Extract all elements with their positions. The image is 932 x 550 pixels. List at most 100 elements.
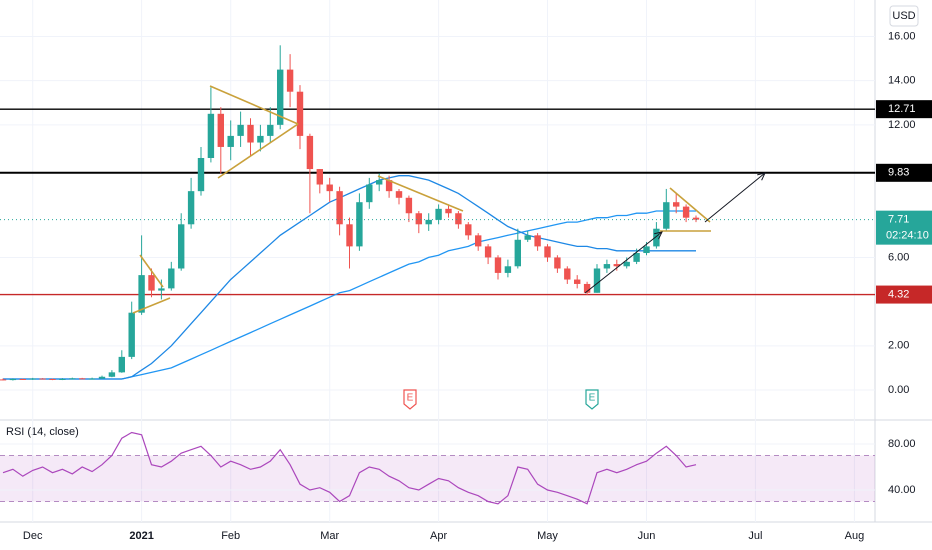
x-tick-label: Feb: [221, 530, 240, 542]
candle-body: [514, 239, 521, 267]
currency: USD: [892, 10, 915, 22]
candle-body: [603, 264, 611, 269]
candle-body: [574, 279, 581, 284]
x-tick-label: Mar: [320, 530, 339, 542]
x-tick-label: Jul: [748, 530, 762, 542]
candle-body: [316, 169, 323, 185]
event-badge: [403, 389, 417, 410]
candle-body: [286, 69, 294, 92]
last-price-box: [876, 210, 932, 245]
trend-drawing: [377, 175, 464, 212]
candle-body: [465, 224, 472, 236]
candle-body: [682, 206, 690, 218]
rsi-line: [2, 431, 697, 505]
level-label-box: [876, 285, 932, 304]
candle-body: [0, 379, 7, 381]
x-tick-label: 2021: [129, 530, 153, 542]
candle-body: [326, 184, 333, 192]
candle-body: [39, 378, 46, 380]
x-tick-label: Dec: [23, 530, 43, 542]
candle-body: [425, 219, 432, 225]
candle-body: [583, 283, 591, 293]
candle-body: [237, 124, 244, 136]
rsi-tick-label: 80.00: [888, 438, 916, 450]
rsi-title: RSI (14, close): [6, 426, 79, 438]
candle-body: [277, 69, 284, 125]
candle-body: [158, 288, 165, 291]
arrow-head: [757, 172, 766, 181]
candle-body: [29, 378, 36, 380]
candle-body: [346, 224, 353, 247]
level-label: 4.32: [888, 288, 909, 300]
candle-body: [59, 378, 66, 380]
candle-body: [49, 378, 56, 380]
arrow-drawing: [584, 231, 663, 294]
candle-body: [267, 124, 274, 136]
level-label-box: [876, 100, 932, 119]
candle-body: [613, 264, 620, 267]
x-tick-label: Apr: [430, 530, 447, 542]
trend-drawing: [139, 254, 164, 288]
moving-average: [3, 175, 696, 380]
arrow-drawing: [704, 172, 766, 223]
candle-body: [653, 228, 660, 247]
candle-body: [643, 246, 650, 254]
candle-body: [187, 191, 195, 225]
candle-body: [108, 372, 116, 377]
x-tick-label: Aug: [845, 530, 865, 542]
level-label: 9.83: [888, 167, 909, 179]
candle-body: [9, 378, 17, 381]
candle-body: [534, 235, 541, 247]
candle-body: [197, 158, 205, 192]
candle-body: [19, 378, 26, 380]
y-tick-label: 14.00: [888, 75, 916, 87]
level-label: 12.71: [888, 103, 916, 115]
candle-body: [88, 378, 96, 380]
candle-body: [455, 213, 462, 225]
candle-body: [356, 202, 363, 247]
rsi-tick-label: 40.00: [888, 484, 916, 496]
last-price-label: 7.71: [888, 214, 909, 226]
candle-body: [633, 253, 640, 262]
y-tick-label: 6.00: [888, 251, 909, 263]
candle-body: [554, 257, 561, 269]
level-label-box: [876, 163, 932, 182]
x-tick-label: Jun: [638, 530, 656, 542]
trend-drawing: [209, 85, 299, 125]
candle-body: [227, 135, 234, 147]
candle-body: [504, 266, 512, 273]
candle-body: [395, 191, 403, 198]
candle-body: [435, 208, 442, 220]
candle-body: [564, 268, 571, 280]
candle-body: [366, 184, 373, 203]
candle-body: [385, 180, 393, 192]
currency-box[interactable]: [889, 5, 919, 27]
event-badge: [585, 389, 599, 410]
event-label: E: [589, 393, 596, 404]
candle-body: [494, 257, 502, 273]
y-tick-label: 2.00: [888, 340, 909, 352]
candle-body: [445, 208, 452, 214]
candle-body: [118, 356, 125, 373]
candle-body: [138, 275, 145, 313]
candle-body: [296, 91, 304, 136]
candle-body: [623, 261, 630, 267]
candle-body: [376, 180, 383, 185]
y-tick-label: 12.00: [888, 119, 916, 131]
candle-body: [336, 191, 343, 225]
candle-body: [207, 113, 215, 159]
countdown-label: 02:24:10: [886, 230, 929, 242]
candle-body: [593, 268, 601, 293]
trend-drawing: [217, 123, 299, 179]
trend-drawing: [132, 297, 171, 314]
candle-body: [673, 202, 680, 207]
candle-body: [79, 378, 86, 380]
y-tick-label: 16.00: [888, 30, 916, 42]
arrow-head: [654, 231, 663, 240]
candle-body: [663, 202, 670, 229]
x-tick-label: May: [537, 530, 558, 542]
candle-body: [98, 376, 106, 379]
candle-body: [128, 312, 135, 357]
candle-body: [247, 124, 254, 143]
